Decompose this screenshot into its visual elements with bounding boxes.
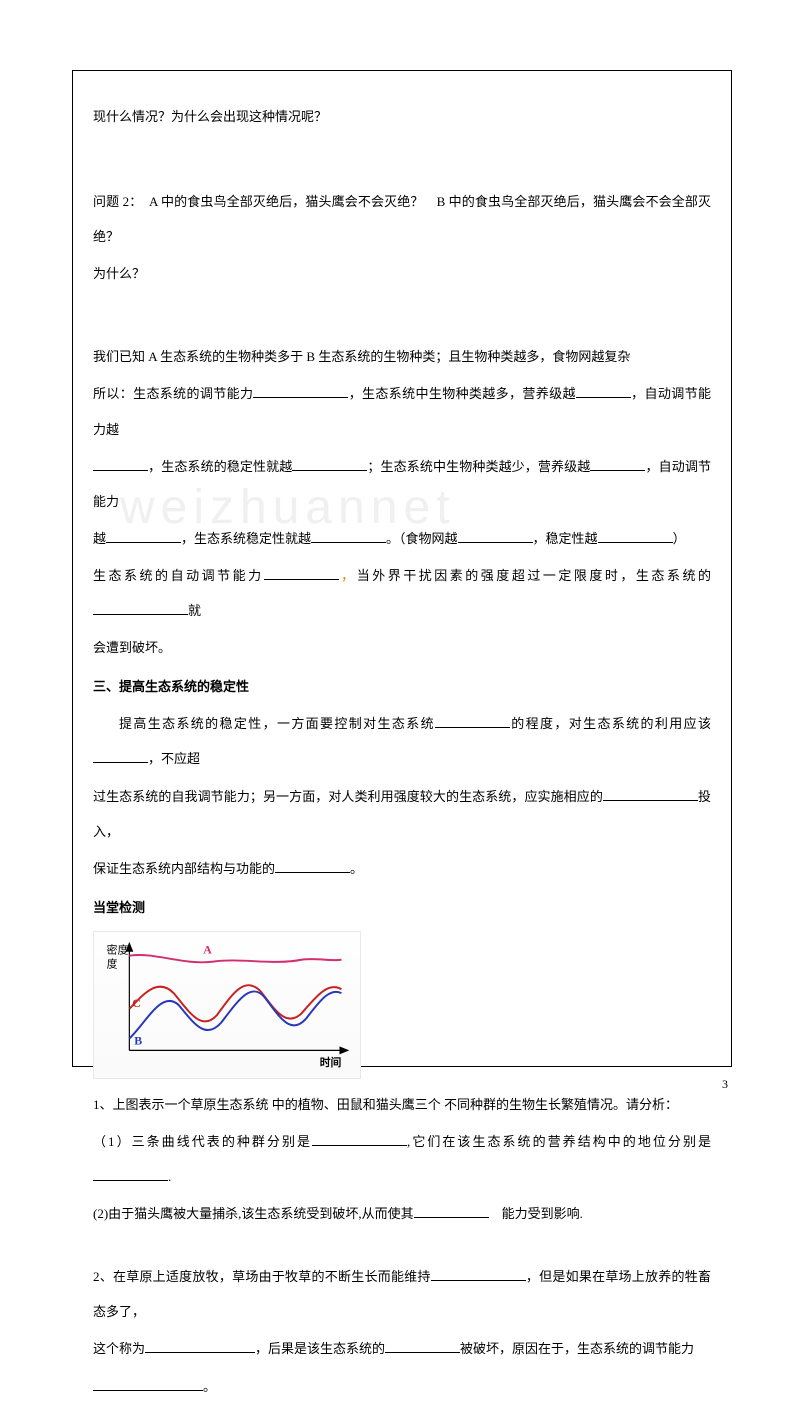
t: 2、在草原上适度放牧，草场由于牧草的不断生长而能维持 (93, 1269, 431, 1284)
blank (435, 727, 510, 728)
x-arrow (339, 1046, 349, 1054)
sec3-p3: 保证生态系统内部结构与功能的 。 (93, 851, 711, 886)
blank (576, 397, 631, 398)
t: ，生态系统的稳定性就越 (148, 459, 292, 474)
blank (292, 470, 367, 471)
summary-line: 我们已知 A 生态系统的生物种类多于 B 生态系统的生物种类；且生物种类越多，食… (93, 339, 711, 374)
density-chart: 密度 度 时间 A C B (93, 931, 361, 1079)
t: ，生态系统中生物种类越多，营养级越 (348, 386, 575, 401)
t: 被破坏，原因在于，生态系统的调节能力 (460, 1341, 694, 1356)
t: ，不应超 (148, 751, 200, 766)
t: 。 (203, 1379, 216, 1394)
blank (93, 1180, 168, 1181)
t: 的程度，对生态系统的利用应该 (510, 716, 711, 731)
t: 生态系统的自动调节能力 (93, 568, 264, 583)
chart-svg: 密度 度 时间 A C B (94, 932, 360, 1078)
t: 当外界干扰因素的强度超过一定限度时，生态系统的 (357, 568, 711, 583)
t: （1）三条曲线代表的种群分别是 (93, 1134, 312, 1149)
blank (106, 542, 181, 543)
section-3-title: 三、提高生态系统的稳定性 (93, 669, 711, 704)
blank (431, 1280, 526, 1281)
t: 提高生态系统的稳定性，一方面要控制对生态系统 (119, 716, 435, 731)
blank (145, 1352, 255, 1353)
blank (312, 1145, 407, 1146)
blank (93, 1390, 203, 1391)
y-label-2: 度 (107, 956, 118, 970)
q2-line1: 2、在草原上适度放牧，草场由于牧草的不断生长而能维持，但是如果在草场上放养的牲畜… (93, 1259, 711, 1329)
blank (458, 542, 533, 543)
curve-a (129, 955, 341, 962)
t: ,它们在该生态系统的营养结构中的地位分别是 (407, 1134, 711, 1149)
page-number: 3 (722, 1077, 728, 1092)
t: 过生态系统的自我调节能力；另一方面，对人类利用强度较大的生态系统，应实施相应的 (93, 789, 603, 804)
blank (264, 579, 339, 580)
page-frame: 现什么情况？为什么会出现这种情况呢？ 问题 2： A 中的食虫鸟全部灭绝后，猫头… (72, 70, 732, 1067)
blank (598, 542, 673, 543)
q2-label: 问题 2： (93, 194, 136, 209)
blank (385, 1352, 460, 1353)
blank (275, 872, 350, 873)
label-c: C (132, 996, 141, 1010)
curve-b (129, 991, 341, 1038)
t: . (168, 1169, 171, 1184)
q1-1: （1）三条曲线代表的种群分别是 ,它们在该生态系统的营养结构中的地位分别是. (93, 1124, 711, 1194)
t: 越 (93, 531, 106, 546)
check-title: 当堂检测 (93, 890, 711, 925)
sec3-p2: 过生态系统的自我调节能力；另一方面，对人类利用强度较大的生态系统，应实施相应的投… (93, 779, 711, 849)
blank (311, 542, 386, 543)
blank (590, 470, 645, 471)
blank (253, 397, 348, 398)
content-body: 现什么情况？为什么会出现这种情况呢？ 问题 2： A 中的食虫鸟全部灭绝后，猫头… (93, 99, 711, 1404)
blank (93, 470, 148, 471)
q2-text: A 中的食虫鸟全部灭绝后，猫头鹰会不会灭绝？ B 中的食虫鸟全部灭绝后，猫头鹰会… (93, 194, 711, 244)
q2-why: 为什么？ (93, 256, 711, 291)
t: 这个称为 (93, 1341, 145, 1356)
fill-4: 生态系统的自动调节能力，当外界干扰因素的强度超过一定限度时，生态系统的就 (93, 558, 711, 628)
question-2: 问题 2： A 中的食虫鸟全部灭绝后，猫头鹰会不会灭绝？ B 中的食虫鸟全部灭绝… (93, 184, 711, 254)
t: 所以：生态系统的调节能力 (93, 386, 253, 401)
q2-line2: 这个称为 ，后果是该生态系统的 被破坏，原因在于，生态系统的调节能力 (93, 1331, 711, 1366)
t: 保证生态系统内部结构与功能的 (93, 861, 275, 876)
sec3-p1: 提高生态系统的稳定性，一方面要控制对生态系统 的程度，对生态系统的利用应该 ，不应超 (93, 706, 711, 776)
line-1: 现什么情况？为什么会出现这种情况呢？ (93, 99, 711, 134)
fill-5: 会遭到破坏。 (93, 630, 711, 665)
t: (2)由于猫头鹰被大量捕杀,该生态系统受到破坏,从而使其 (93, 1206, 414, 1221)
t: ，稳定性越 (533, 531, 598, 546)
fill-1: 所以：生态系统的调节能力，生态系统中生物种类越多，营养级越，自动调节能力越 (93, 376, 711, 446)
t: ，生态系统稳定性就越 (181, 531, 311, 546)
blank (93, 614, 188, 615)
q1: 1、上图表示一个草原生态系统 中的植物、田鼠和猫头鹰三个 不同种群的生物生长繁殖… (93, 1087, 711, 1122)
label-a: A (203, 943, 212, 957)
q1-2: (2)由于猫头鹰被大量捕杀,该生态系统受到破坏,从而使其 能力受到影响. (93, 1196, 711, 1231)
x-label: 时间 (320, 1055, 342, 1069)
blank (414, 1217, 489, 1218)
t: ） (673, 531, 686, 546)
fill-3: 越 ，生态系统稳定性就越 。（食物网越 ，稳定性越 ） (93, 521, 711, 556)
t: 。 (350, 861, 363, 876)
t: 就 (188, 603, 201, 618)
label-b: B (134, 1033, 142, 1047)
q2-line3: 。 (93, 1369, 711, 1404)
y-label-1: 密度 (107, 943, 129, 957)
t: 。（食物网越 (386, 531, 458, 546)
t: 能力受到影响. (489, 1206, 583, 1221)
t: ，后果是该生态系统的 (255, 1341, 385, 1356)
fill-2: ，生态系统的稳定性就越；生态系统中生物种类越少，营养级越，自动调节能力 (93, 449, 711, 519)
blank (603, 800, 698, 801)
t: ；生态系统中生物种类越少，营养级越 (367, 459, 590, 474)
blank (93, 762, 148, 763)
